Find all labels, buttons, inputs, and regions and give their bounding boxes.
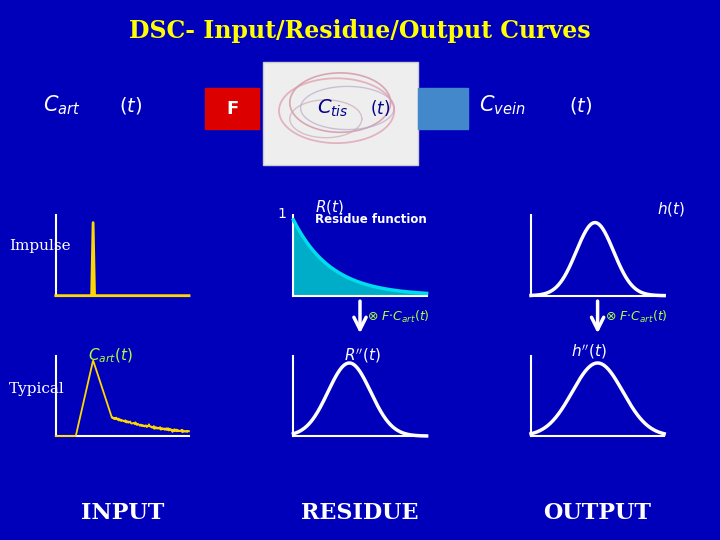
Text: Impulse: Impulse	[9, 239, 71, 253]
Text: Residue function: Residue function	[315, 213, 427, 226]
Text: DSC- Input/Residue/Output Curves: DSC- Input/Residue/Output Curves	[129, 19, 591, 43]
Text: $C_{vein}$: $C_{vein}$	[479, 93, 526, 117]
Text: $(t)$: $(t)$	[569, 95, 592, 116]
Text: $h^{\prime\prime}(t)$: $h^{\prime\prime}(t)$	[571, 342, 606, 361]
Bar	[205, 88, 259, 129]
Text: $\otimes\ F{\cdot}C_{art}(t)$: $\otimes\ F{\cdot}C_{art}(t)$	[605, 309, 667, 325]
Text: F: F	[226, 99, 239, 118]
Text: 1: 1	[277, 207, 287, 221]
Text: $(t)$: $(t)$	[370, 98, 390, 118]
Text: RESIDUE: RESIDUE	[301, 502, 419, 524]
Polygon shape	[294, 220, 426, 296]
Text: $(t)$: $(t)$	[119, 95, 142, 116]
Text: $\otimes\ F{\cdot}C_{art}(t)$: $\otimes\ F{\cdot}C_{art}(t)$	[367, 309, 430, 325]
Text: $C_{art}(t)$: $C_{art}(t)$	[89, 347, 133, 365]
Text: Typical: Typical	[9, 382, 65, 396]
Text: $C_{art}$: $C_{art}$	[43, 93, 81, 117]
Text: $R(t)$: $R(t)$	[315, 198, 344, 215]
Bar	[263, 62, 418, 165]
Text: $C_{tis}$: $C_{tis}$	[318, 97, 348, 119]
Bar	[418, 88, 468, 129]
Text: OUTPUT: OUTPUT	[544, 502, 652, 524]
Text: $R^{\prime\prime}(t)$: $R^{\prime\prime}(t)$	[344, 347, 380, 365]
Text: $h(t)$: $h(t)$	[657, 200, 685, 218]
Text: INPUT: INPUT	[81, 502, 164, 524]
